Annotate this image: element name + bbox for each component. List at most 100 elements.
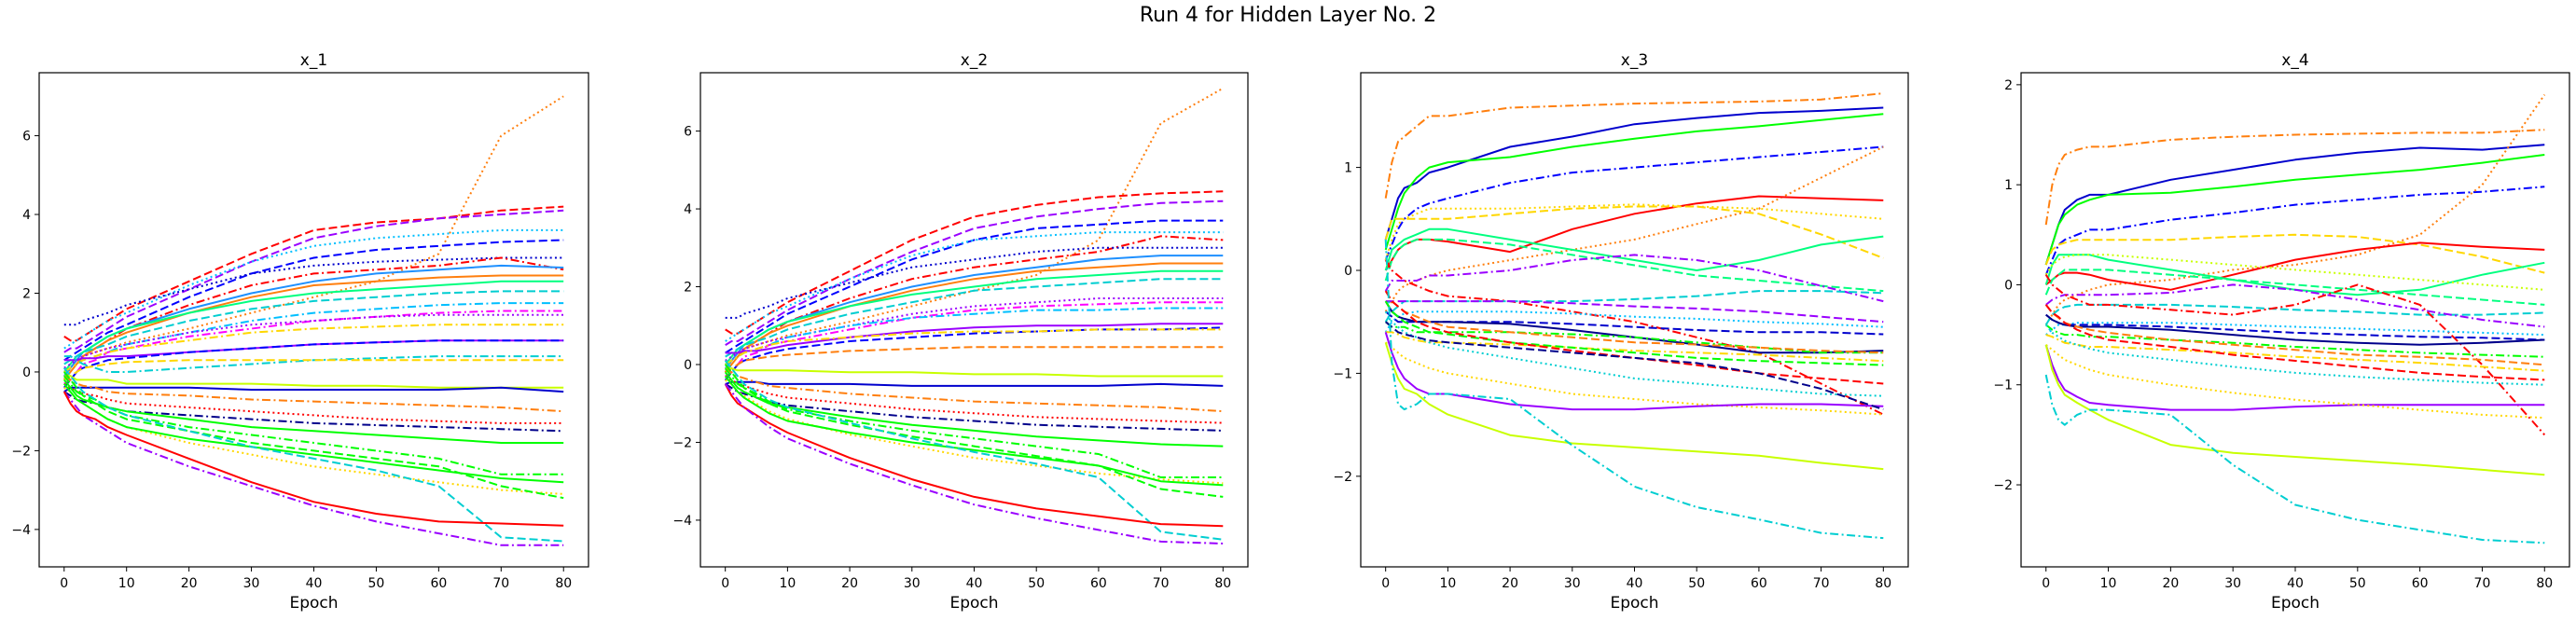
series-line-1 [724, 87, 1224, 373]
series-line-22 [2044, 344, 2545, 411]
series-line-11 [725, 278, 1224, 358]
x-axis-label: Epoch [289, 594, 338, 613]
subplot-title: x_3 [1621, 51, 1648, 70]
subplot-title: x_1 [300, 51, 327, 70]
x-tick-label: 50 [1688, 576, 1705, 591]
y-tick-label: −4 [11, 523, 31, 538]
x-axis-label: Epoch [2271, 594, 2320, 613]
series-group [724, 87, 1224, 544]
x-tick-label: 70 [1153, 576, 1170, 591]
x-tick-label: 70 [2474, 576, 2491, 591]
series-line-5 [725, 231, 1224, 342]
figure-title: Run 4 for Hidden Layer No. 2 [1139, 4, 1437, 27]
series-line-3 [63, 209, 564, 353]
series-line-25 [1384, 332, 1884, 411]
series-line-5 [63, 239, 564, 362]
y-tick-label: 6 [22, 130, 31, 145]
x-tick-label: 20 [1502, 576, 1518, 591]
series-line-19 [63, 359, 564, 381]
series-line-26 [63, 375, 564, 475]
series-line-10 [724, 269, 1224, 365]
series-line-1 [2044, 129, 2545, 226]
series-line-11 [1384, 254, 1884, 303]
x-tick-label: 40 [306, 576, 323, 591]
series-line-20 [1385, 331, 1884, 363]
x-tick-label: 80 [2536, 576, 2553, 591]
series-line-25 [63, 379, 564, 444]
x-tick-label: 40 [1627, 576, 1643, 591]
series-line-21 [725, 367, 1224, 413]
series-group [1384, 92, 1884, 540]
x-tick-label: 10 [1439, 576, 1456, 591]
y-tick-label: −4 [672, 514, 692, 529]
series-line-5 [2044, 94, 2546, 325]
subplot-2: 0 10 20 30 40 50 60 70 80 −4 −2 0 2 4 6 x_2 Epoch [672, 51, 1249, 613]
series-line-21 [63, 386, 564, 393]
series-line-16 [724, 326, 1224, 381]
series-line-11 [63, 290, 564, 365]
y-tick-label: 4 [684, 202, 692, 217]
series-line-9 [63, 274, 564, 381]
y-tick-label: 4 [22, 208, 31, 223]
series-line-4 [725, 219, 1224, 354]
series-line-29 [63, 382, 564, 484]
y-tick-label: 2 [22, 286, 31, 301]
series-line-21 [1384, 300, 1884, 366]
x-tick-label: 10 [2100, 576, 2117, 591]
x-tick-label: 30 [2224, 576, 2241, 591]
series-line-31 [63, 391, 564, 546]
series-line-5 [1384, 145, 1884, 312]
series-line-13 [2044, 274, 2546, 436]
series-line-25 [2044, 374, 2545, 544]
series-line-14 [725, 307, 1224, 365]
x-tick-label: 20 [181, 576, 198, 591]
x-tick-label: 30 [1564, 576, 1581, 591]
series-line-12 [2045, 283, 2545, 328]
y-tick-label: 6 [684, 125, 692, 140]
series-line-12 [63, 302, 564, 373]
series-line-9 [1384, 227, 1884, 271]
series-line-28 [63, 371, 564, 500]
x-tick-label: 40 [2287, 576, 2304, 591]
subplot-1: 0 10 20 30 40 50 60 70 80 −4 −2 0 2 4 6 x_1 Epoch [11, 51, 589, 613]
x-tick-label: 70 [492, 576, 509, 591]
series-line-18 [63, 355, 564, 373]
y-tick-label: 0 [684, 358, 692, 373]
series-line-18 [2044, 304, 2545, 366]
series-line-10 [63, 280, 564, 373]
x-tick-label: 30 [904, 576, 921, 591]
x-tick-label: 60 [430, 576, 447, 591]
x-tick-label: 0 [1381, 576, 1390, 591]
y-tick-label: 0 [22, 365, 31, 380]
x-tick-label: 50 [1028, 576, 1045, 591]
y-tick-label: 0 [2004, 278, 2013, 293]
series-line-18 [725, 346, 1224, 374]
x-tick-label: 60 [1090, 576, 1107, 591]
series-line-3 [725, 200, 1224, 346]
series-line-24 [2044, 344, 2545, 476]
series-line-4 [63, 228, 564, 350]
x-tick-label: 80 [1214, 576, 1231, 591]
x-axis-label: Epoch [949, 594, 998, 613]
series-line-1 [1384, 92, 1884, 199]
x-tick-label: 20 [2162, 576, 2179, 591]
x-tick-label: 0 [721, 576, 729, 591]
series-line-19 [2045, 334, 2545, 372]
subplot-3: 0 10 20 30 40 50 60 70 80 −2 −1 0 1 x_3 Epoch [1333, 51, 1909, 613]
x-tick-label: 80 [1875, 576, 1891, 591]
axes-frame [699, 72, 1249, 568]
y-tick-label: 0 [1344, 264, 1352, 279]
series-line-14 [1385, 300, 1884, 324]
series-line-31 [724, 383, 1224, 544]
series-line-9 [2044, 254, 2545, 291]
series-line-26 [1385, 321, 1884, 411]
subplot-title: x_4 [2281, 51, 2308, 70]
series-line-3 [2044, 154, 2545, 266]
series-line-11 [2044, 303, 2545, 325]
y-tick-label: −1 [1333, 366, 1352, 381]
series-line-28 [724, 364, 1224, 498]
series-line-10 [2044, 269, 2545, 306]
x-tick-label: 10 [779, 576, 796, 591]
